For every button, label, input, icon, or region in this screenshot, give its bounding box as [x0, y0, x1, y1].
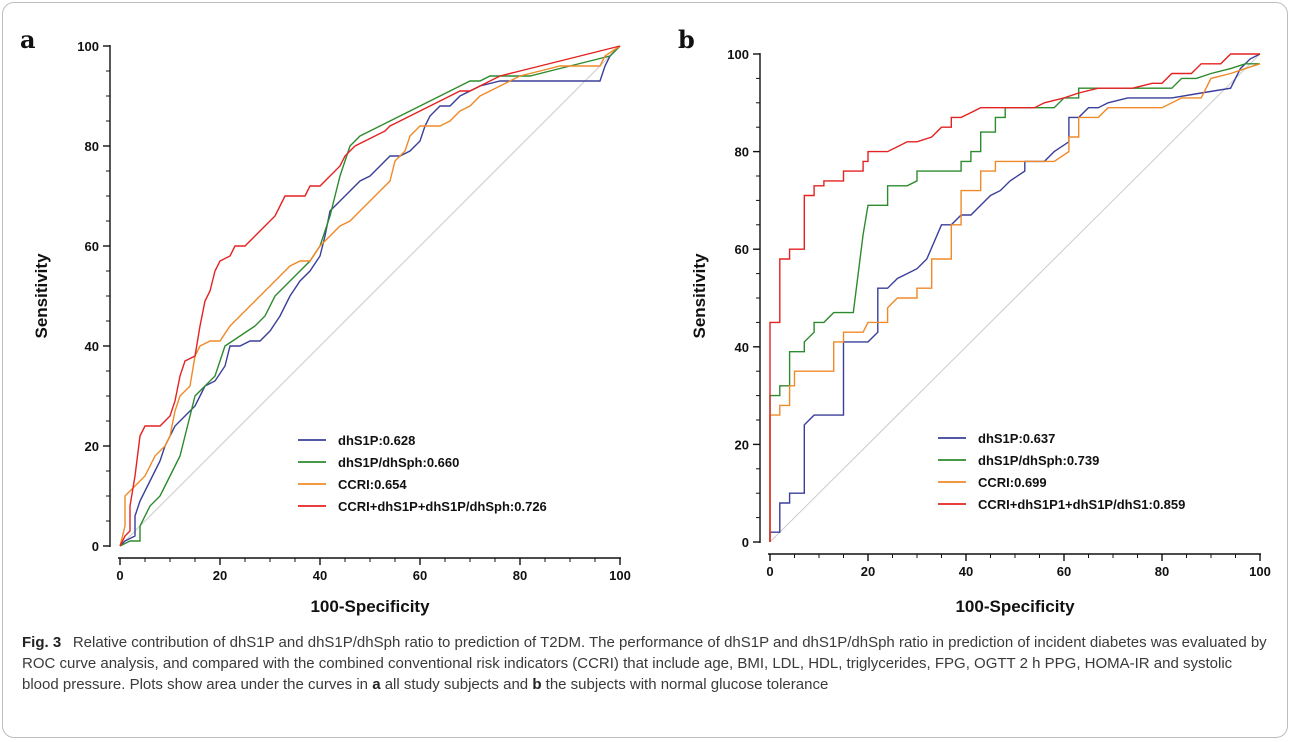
- caption-segment: all study subjects and: [380, 676, 533, 693]
- x-tick-label: 100: [609, 568, 631, 583]
- x-tick-label: 20: [213, 568, 227, 583]
- y-axis-title-a: Sensitivity: [32, 253, 51, 339]
- y-tick-label: 100: [727, 47, 749, 62]
- figure-label: Fig. 3: [22, 634, 62, 651]
- legend-label: dhS1P:0.628: [338, 433, 415, 448]
- panel-label-b: b: [678, 25, 695, 54]
- legend-label: CCRI+dhS1P1+dhS1P/dhS1:0.859: [978, 497, 1185, 512]
- x-tick-label: 0: [116, 568, 123, 583]
- x-tick-label: 100: [1249, 564, 1271, 579]
- caption-segment: Relative contribution of dhS1P and dhS1P…: [22, 634, 1267, 693]
- y-axis-title-b: Sensitivity: [690, 253, 709, 339]
- roc-curve-ratio: [119, 45, 621, 547]
- roc-curve-ccri: [119, 45, 621, 547]
- x-tick-label: 20: [861, 564, 875, 579]
- legend-label: CCRI+dhS1P+dhS1P/dhSph:0.726: [338, 499, 547, 514]
- x-tick-label: 60: [413, 568, 427, 583]
- y-tick-label: 0: [742, 535, 749, 550]
- caption-body: Relative contribution of dhS1P and dhS1P…: [22, 634, 1267, 693]
- x-tick-label: 80: [513, 568, 527, 583]
- y-tick-label: 80: [85, 139, 99, 154]
- figure-caption: Fig. 3 Relative contribution of dhS1P an…: [22, 632, 1272, 695]
- y-tick-label: 40: [735, 340, 749, 355]
- legend-label: CCRI:0.654: [338, 477, 407, 492]
- diagonal-reference-line: [119, 45, 621, 547]
- y-tick-label: 60: [85, 239, 99, 254]
- x-tick-label: 0: [766, 564, 773, 579]
- panel-label-a: a: [20, 25, 36, 54]
- x-tick-label: 60: [1057, 564, 1071, 579]
- y-tick-label: 60: [735, 242, 749, 257]
- roc-curve-ratio: [769, 63, 1260, 542]
- caption-segment: the subjects with normal glucose toleran…: [541, 676, 829, 693]
- x-tick-label: 40: [959, 564, 973, 579]
- y-tick-label: 80: [735, 145, 749, 160]
- roc-curve-combined: [769, 53, 1260, 542]
- diagonal-reference-line: [769, 53, 1261, 543]
- y-tick-label: 20: [85, 439, 99, 454]
- x-tick-label: 40: [313, 568, 327, 583]
- caption-segment: b: [532, 676, 542, 693]
- y-tick-label: 20: [735, 437, 749, 452]
- roc-chart-b: b 0 20 40 60 80 100 0 20 40 60 80 100 dhS1P:0.637 dhS…: [678, 25, 1271, 616]
- roc-chart-a: a 0 20 40 60 80 100 0 20 40 60 80 100 dhS1P:0.628 dhS…: [20, 25, 631, 616]
- legend-label: CCRI:0.699: [978, 475, 1047, 490]
- roc-curve-combined: [119, 45, 621, 547]
- legend-label: dhS1P/dhSph:0.660: [338, 455, 459, 470]
- caption-segment: a: [372, 676, 381, 693]
- x-tick-label: 80: [1155, 564, 1169, 579]
- legend-label: dhS1P/dhSph:0.739: [978, 453, 1099, 468]
- roc-curve-dhs1p: [769, 53, 1261, 542]
- x-axis-title-a: 100-Specificity: [310, 597, 430, 616]
- y-tick-label: 40: [85, 339, 99, 354]
- legend-label: dhS1P:0.637: [978, 431, 1055, 446]
- y-tick-label: 0: [92, 539, 99, 554]
- x-axis-title-b: 100-Specificity: [955, 597, 1075, 616]
- roc-curve-ccri: [769, 63, 1261, 542]
- y-tick-label: 100: [77, 39, 99, 54]
